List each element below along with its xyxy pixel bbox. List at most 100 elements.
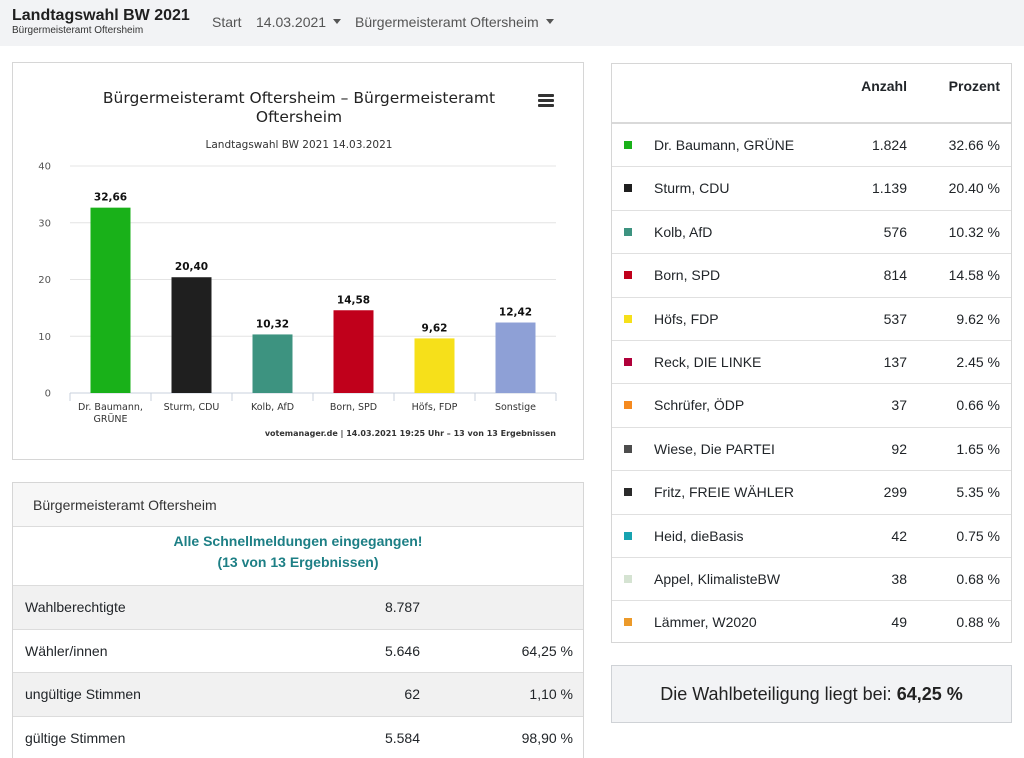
- vote-percent: 0.68 %: [956, 570, 1000, 587]
- result-row: Appel, KlimalisteBW 38 0.68 %: [612, 558, 1011, 602]
- vote-percent: 0.66 %: [956, 397, 1000, 414]
- nav-start-link[interactable]: Start: [212, 13, 242, 31]
- bar-data-label: 10,32: [256, 318, 289, 330]
- x-tick-label: Dr. Baumann,: [78, 402, 143, 413]
- candidate-name: Reck, DIE LINKE: [654, 353, 762, 370]
- bar-data-label: 32,66: [94, 192, 127, 204]
- bar-data-label: 14,58: [337, 294, 370, 306]
- candidate-name: Höfs, FDP: [654, 310, 719, 327]
- stat-row-ungueltige: ungültige Stimmen 62 1,10 %: [13, 672, 583, 716]
- y-tick-label: 20: [38, 275, 51, 286]
- result-row: Born, SPD 814 14.58 %: [612, 254, 1011, 298]
- bar[interactable]: [90, 207, 131, 393]
- bar[interactable]: [414, 338, 455, 393]
- turnout-box: Die Wahlbeteiligung liegt bei: 64,25 %: [611, 665, 1012, 723]
- status-message-line1: Alle Schnellmeldungen eingegangen!: [173, 533, 423, 549]
- stat-value: 8.787: [384, 599, 420, 615]
- x-tick-label: Sonstige: [495, 402, 536, 413]
- vote-count: 1.139: [871, 180, 907, 197]
- x-tick-label: Sturm, CDU: [164, 402, 220, 413]
- stat-label: gültige Stimmen: [25, 729, 126, 746]
- bar[interactable]: [252, 334, 293, 393]
- stat-row-wahlberechtigte: Wahlberechtigte 8.787: [13, 585, 583, 629]
- candidate-name: Born, SPD: [654, 267, 721, 284]
- vote-percent: 0.75 %: [956, 527, 1000, 544]
- chart-credit[interactable]: votemanager.de | 14.03.2021 19:25 Uhr – …: [265, 429, 556, 438]
- caret-down-icon: [333, 19, 342, 24]
- header-percent[interactable]: Prozent: [948, 78, 1000, 94]
- nav-date-dropdown[interactable]: 14.03.2021: [256, 13, 342, 31]
- chart-title-line: Oftersheim: [256, 108, 342, 126]
- result-row: Höfs, FDP 537 9.62 %: [612, 298, 1011, 341]
- top-navbar: Landtagswahl BW 2021 Bürgermeisteramt Of…: [0, 0, 1024, 46]
- hamburger-menu-icon[interactable]: [538, 94, 554, 107]
- vote-percent: 14.58 %: [948, 267, 1000, 284]
- y-tick-label: 30: [38, 218, 51, 229]
- vote-percent: 0.88 %: [956, 614, 1000, 631]
- candidate-name: Appel, KlimalisteBW: [654, 570, 781, 587]
- y-tick-label: 0: [45, 389, 51, 400]
- result-row: Dr. Baumann, GRÜNE 1.824 32.66 %: [612, 124, 1011, 168]
- candidate-name: Lämmer, W2020: [654, 614, 757, 631]
- stat-label: Wähler/innen: [25, 642, 108, 659]
- bar[interactable]: [171, 277, 212, 393]
- party-color-swatch: [624, 184, 632, 193]
- result-row: Reck, DIE LINKE 137 2.45 %: [612, 341, 1011, 385]
- nav-region-dropdown[interactable]: Bürgermeisteramt Oftersheim: [355, 13, 554, 31]
- bar-chart: Bürgermeisteramt Oftersheim – Bürgermeis…: [38, 89, 557, 438]
- stat-row-waehler: Wähler/innen 5.646 64,25 %: [13, 628, 583, 673]
- vote-count: 37: [891, 397, 907, 414]
- candidate-name: Sturm, CDU: [654, 180, 730, 197]
- candidate-name: Schrüfer, ÖDP: [654, 397, 745, 414]
- stat-value: 5.584: [384, 729, 420, 746]
- results-body: Dr. Baumann, GRÜNE 1.824 32.66 % Sturm, CDU…: [612, 124, 1011, 645]
- candidate-name: Dr. Baumann, GRÜNE: [654, 137, 795, 153]
- result-row: Kolb, AfD 576 10.32 %: [612, 211, 1011, 255]
- x-tick-label: Born, SPD: [330, 402, 377, 413]
- party-color-swatch: [624, 574, 632, 583]
- stat-percent: 1,10 %: [529, 686, 573, 702]
- nav-region-label: Bürgermeisteramt Oftersheim: [355, 14, 539, 30]
- brand[interactable]: Landtagswahl BW 2021 Bürgermeisteramt Of…: [12, 7, 190, 37]
- stat-percent: 64,25 %: [521, 642, 573, 659]
- status-card: Bürgermeisteramt Oftersheim Alle Schnell…: [12, 482, 584, 758]
- result-row: Fritz, FREIE WÄHLER 299 5.35 %: [612, 471, 1011, 515]
- candidate-name: Kolb, AfD: [654, 223, 713, 240]
- header-count[interactable]: Anzahl: [861, 78, 907, 94]
- status-message-line2: (13 von 13 Ergebnissen): [217, 554, 379, 570]
- party-color-swatch: [624, 401, 632, 410]
- results-table: Anzahl Prozent Dr. Baumann, GRÜNE 1.824 32…: [611, 63, 1012, 643]
- candidate-name: Wiese, Die PARTEI: [654, 440, 775, 457]
- brand-title[interactable]: Landtagswahl BW 2021: [12, 7, 190, 24]
- turnout-value: 64,25 %: [896, 684, 963, 704]
- vote-percent: 2.45 %: [956, 353, 1000, 370]
- stat-value: 5.646: [384, 642, 420, 659]
- party-color-swatch: [624, 271, 632, 280]
- party-color-swatch: [624, 227, 632, 236]
- x-tick-label: Kolb, AfD: [251, 402, 294, 413]
- candidate-name: Fritz, FREIE WÄHLER: [654, 484, 795, 501]
- vote-count: 299: [883, 484, 907, 501]
- brand-subtitle[interactable]: Bürgermeisteramt Oftersheim: [12, 25, 144, 36]
- turnout-label: Die Wahlbeteiligung liegt bei:: [660, 684, 892, 704]
- party-color-swatch: [624, 357, 632, 366]
- vote-count: 814: [883, 267, 907, 284]
- party-color-swatch: [624, 444, 632, 453]
- vote-percent: 32.66 %: [948, 137, 1000, 153]
- chart-subtitle: Landtagswahl BW 2021 14.03.2021: [206, 139, 393, 151]
- bar[interactable]: [333, 310, 374, 393]
- vote-count: 576: [883, 223, 907, 240]
- bar-data-label: 9,62: [422, 322, 448, 334]
- vote-count: 49: [891, 614, 907, 631]
- x-tick-label: Höfs, FDP: [412, 402, 458, 413]
- result-row: Wiese, Die PARTEI 92 1.65 %: [612, 428, 1011, 472]
- result-row: Lämmer, W2020 49 0.88 %: [612, 601, 1011, 644]
- vote-count: 38: [891, 570, 907, 587]
- bar[interactable]: [495, 322, 536, 393]
- stat-label: ungültige Stimmen: [25, 686, 141, 702]
- chart-card: Bürgermeisteramt Oftersheim – Bürgermeis…: [12, 62, 584, 460]
- stat-label: Wahlberechtigte: [25, 599, 126, 615]
- vote-percent: 9.62 %: [956, 310, 1000, 327]
- vote-percent: 5.35 %: [956, 484, 1000, 501]
- vote-count: 137: [883, 353, 907, 370]
